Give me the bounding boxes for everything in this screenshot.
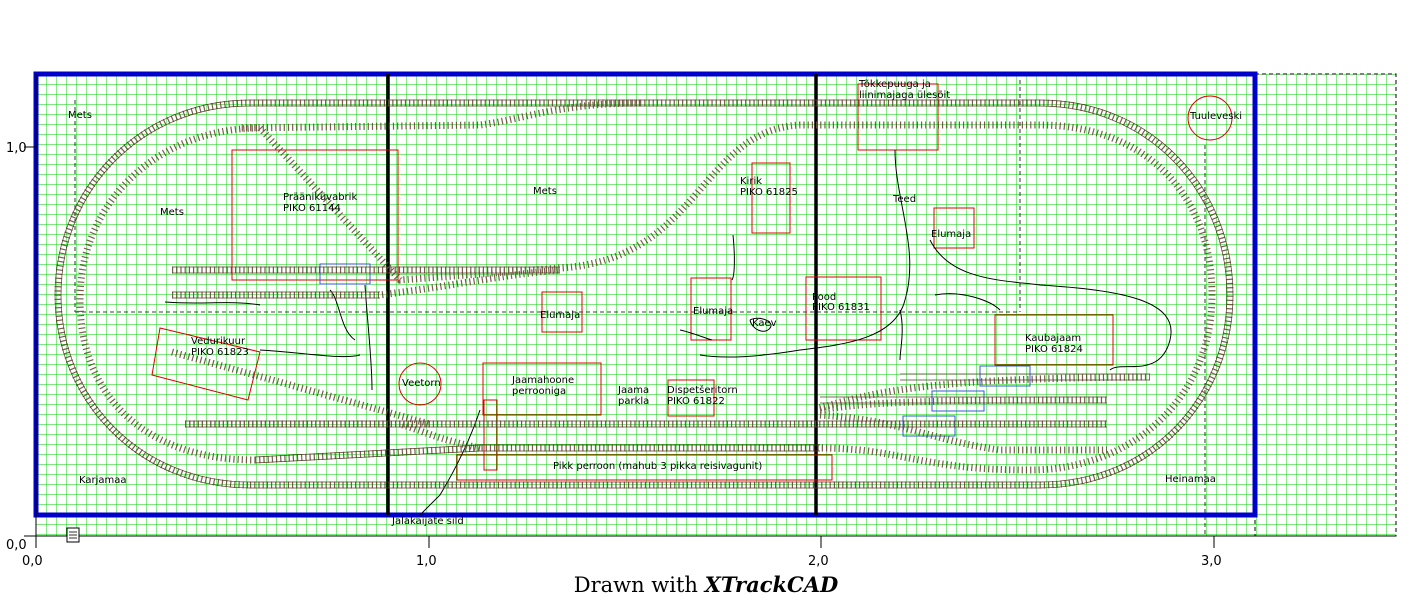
building-vedurikuur	[151, 327, 261, 401]
label-jaamahoone-1: Jaamahoone	[511, 375, 574, 386]
building-kaubajaam	[994, 314, 1114, 366]
label-mets-left: Mets	[160, 207, 184, 218]
label-tokke-1: Tõkkepuuga ja	[858, 79, 931, 90]
construction-lines	[74, 80, 1206, 536]
label-elumaja-left: Elumaja	[540, 310, 580, 321]
label-praani: Prääniküvabrik	[283, 192, 357, 203]
footer-prefix: Drawn with	[573, 573, 705, 597]
label-teed: Teed	[892, 194, 916, 205]
label-karjamaa: Karjamaa	[79, 475, 127, 486]
grid-area	[36, 74, 1396, 536]
building-dispetser	[667, 379, 715, 417]
label-mets-center: Mets	[533, 186, 557, 197]
building-perroon	[456, 454, 833, 481]
building-small	[483, 399, 498, 471]
buildings	[151, 83, 1114, 481]
page-icon	[66, 527, 80, 543]
label-kaubajaam-model: PIKO 61824	[1025, 344, 1083, 355]
label-jaamahoone-2: perrooniga	[512, 386, 566, 397]
layout-labels: Mets Mets Mets Prääniküvabrik PIKO 61144…	[68, 79, 1242, 527]
tuuleveski-circle	[1187, 95, 1233, 141]
label-praani-model: PIKO 61144	[283, 203, 341, 214]
building-praani	[231, 149, 399, 281]
label-sild: Jalakäijate sild	[391, 516, 464, 527]
roads	[164, 149, 1172, 516]
building-elumaja-right	[933, 207, 975, 249]
y-tick-0: 0,0	[6, 538, 27, 553]
building-kirik	[751, 162, 791, 234]
veetorn-circle	[398, 362, 442, 406]
label-jaama-2: parkla	[618, 396, 649, 407]
x-tick-1: 1,0	[416, 554, 437, 569]
label-elumaja-right: Elumaja	[931, 229, 971, 240]
building-pood	[805, 276, 882, 341]
footer-credit: Drawn with XTrackCAD	[0, 572, 1412, 597]
label-kirik-model: PIKO 61825	[740, 187, 798, 198]
tracks	[54, 99, 1234, 489]
label-mets-top: Mets	[68, 110, 92, 121]
label-vedurikuur: Vedurikuur	[191, 336, 246, 347]
blue-structures	[319, 263, 1031, 437]
building-elumaja-left	[541, 291, 583, 333]
building-jaamahoone	[482, 362, 602, 416]
label-kaubajaam: Kaubajaam	[1025, 333, 1081, 344]
label-heinamaa: Heinamaa	[1165, 474, 1216, 485]
label-vedurikuur-model: PIKO 61823	[191, 347, 249, 358]
label-veetorn: Veetorn	[402, 378, 441, 389]
label-dispetser-model: PIKO 61822	[667, 396, 725, 407]
x-tick-3: 3,0	[1201, 554, 1222, 569]
x-tick-0: 0,0	[22, 554, 43, 569]
label-jaama-1: Jaama	[617, 385, 649, 396]
label-pood-model: PIKO 61831	[812, 302, 870, 313]
axis-ticks	[24, 74, 1396, 548]
label-elumaja-mid: Elumaja	[693, 306, 733, 317]
y-tick-1: 1,0	[6, 141, 27, 156]
footer-brand: XTrackCAD	[704, 572, 839, 597]
label-tuuleveski: Tuuleveski	[1189, 111, 1242, 122]
label-kirik: Kirik	[740, 176, 762, 187]
label-tokke-2: liinimajaga ülesõit	[859, 90, 950, 101]
label-perroon: Pikk perroon (mahub 3 pikka reisivagunit…	[553, 461, 762, 472]
label-pood: Pood	[812, 292, 836, 303]
label-dispetser: Dispetšeritorn	[667, 384, 738, 396]
label-kaev: Kaev	[752, 318, 777, 329]
building-tokke	[857, 83, 939, 151]
x-tick-2: 2,0	[808, 554, 829, 569]
